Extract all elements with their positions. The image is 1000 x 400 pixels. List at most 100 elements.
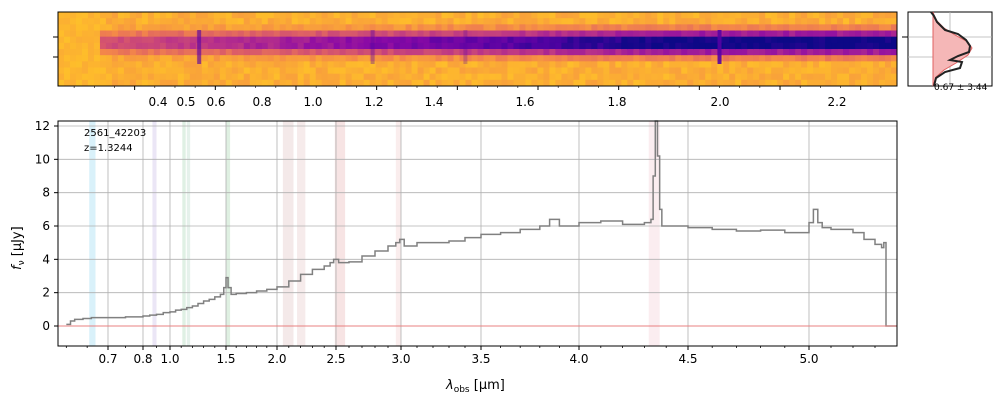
heatmap-cell <box>537 12 544 19</box>
heatmap-cell <box>135 55 143 62</box>
heatmap-cell <box>537 49 544 56</box>
heatmap-cell <box>345 30 353 38</box>
heatmap-cell <box>813 42 820 50</box>
heatmap-cell <box>159 42 167 50</box>
heatmap-cell <box>753 30 760 38</box>
heatmap-cell <box>135 30 143 38</box>
heatmap-cell <box>249 18 257 25</box>
heatmap-cell <box>663 18 670 25</box>
x-tick-label-2d: 2.0 <box>710 95 729 109</box>
heatmap-cell <box>339 67 347 75</box>
heatmap-cell <box>495 30 502 38</box>
heatmap-cell <box>801 61 808 68</box>
heatmap-cell <box>735 42 742 50</box>
heatmap-cell <box>435 73 443 81</box>
heatmap-cell <box>453 49 461 56</box>
heatmap-cell <box>339 18 347 25</box>
heatmap-cell <box>573 30 580 38</box>
heatmap-cell <box>123 67 131 75</box>
heatmap-cell <box>87 12 95 19</box>
heatmap-cell <box>525 79 532 87</box>
y-axis-title: fν [μJy] <box>10 226 27 270</box>
heatmap-cell <box>177 61 185 68</box>
heatmap-cell <box>159 36 167 44</box>
heatmap-cell <box>681 18 688 25</box>
heatmap-cell <box>351 42 359 50</box>
heatmap-cell <box>69 12 77 19</box>
heatmap-cell <box>735 61 742 68</box>
heatmap-cell <box>99 30 107 38</box>
heatmap-cell <box>303 79 311 87</box>
heatmap-cell <box>261 18 269 25</box>
heatmap-cell <box>873 30 880 38</box>
heatmap-cell <box>489 61 496 68</box>
heatmap-cell <box>825 30 832 38</box>
heatmap-cell <box>207 73 215 81</box>
heatmap-cell <box>225 18 233 25</box>
heatmap-cell <box>657 36 664 44</box>
heatmap-cell <box>483 18 490 25</box>
heatmap-cell <box>465 18 472 25</box>
heatmap-cell <box>603 55 610 62</box>
heatmap-cell <box>759 42 766 50</box>
heatmap-cell <box>411 30 419 38</box>
heatmap-cell <box>849 73 856 81</box>
heatmap-cell <box>123 79 131 87</box>
heatmap-cell <box>501 55 508 62</box>
heatmap-cell <box>231 67 239 75</box>
heatmap-cell <box>69 30 77 38</box>
heatmap-cell <box>831 49 838 56</box>
heatmap-cell <box>567 55 574 62</box>
heatmap-cell <box>279 55 287 62</box>
heatmap-cell <box>483 67 490 75</box>
heatmap-cell <box>231 24 239 31</box>
heatmap-cell <box>891 12 898 19</box>
heatmap-cell <box>867 18 874 25</box>
heatmap-cell <box>585 12 592 19</box>
heatmap-cell <box>261 73 269 81</box>
heatmap-cell <box>333 67 341 75</box>
heatmap-cell <box>141 18 149 25</box>
heatmap-cell <box>519 18 526 25</box>
heatmap-cell <box>345 79 353 87</box>
y-axis-unit: [μJy] <box>10 226 25 260</box>
heatmap-cell <box>93 42 101 50</box>
heatmap-cell <box>375 36 383 44</box>
heatmap-cell <box>327 36 335 44</box>
heatmap-cell <box>819 30 826 38</box>
heatmap-cell <box>453 55 461 62</box>
heatmap-cell <box>189 61 197 68</box>
heatmap-cell <box>675 73 682 81</box>
heatmap-cell <box>765 79 772 87</box>
heatmap-cell <box>711 61 718 68</box>
spectrum-1d-frame <box>57 120 898 347</box>
heatmap-cell <box>81 36 89 44</box>
heatmap-cell <box>279 24 287 31</box>
heatmap-cell <box>129 12 137 19</box>
heatmap-cell <box>615 42 622 50</box>
heatmap-cell <box>819 36 826 44</box>
heatmap-cell <box>747 36 754 44</box>
heatmap-cell <box>561 12 568 19</box>
heatmap-cell <box>171 12 179 19</box>
heatmap-cell <box>879 55 886 62</box>
heatmap-cell <box>81 24 89 31</box>
heatmap-cell <box>153 79 161 87</box>
heatmap-cell <box>459 36 467 44</box>
heatmap-cell <box>375 24 383 31</box>
x-axis-unit: [μm] <box>470 378 505 393</box>
heatmap-cell <box>855 67 862 75</box>
heatmap-cell <box>87 30 95 38</box>
heatmap-cell <box>339 79 347 87</box>
heatmap-cell <box>345 36 353 44</box>
heatmap-cell <box>513 42 520 50</box>
heatmap-cell <box>237 73 245 81</box>
heatmap-cell <box>633 67 640 75</box>
heatmap-cell <box>489 18 496 25</box>
heatmap-cell <box>561 61 568 68</box>
heatmap-cell <box>633 55 640 62</box>
heatmap-cell <box>513 55 520 62</box>
heatmap-cell <box>873 73 880 81</box>
heatmap-cell <box>303 67 311 75</box>
